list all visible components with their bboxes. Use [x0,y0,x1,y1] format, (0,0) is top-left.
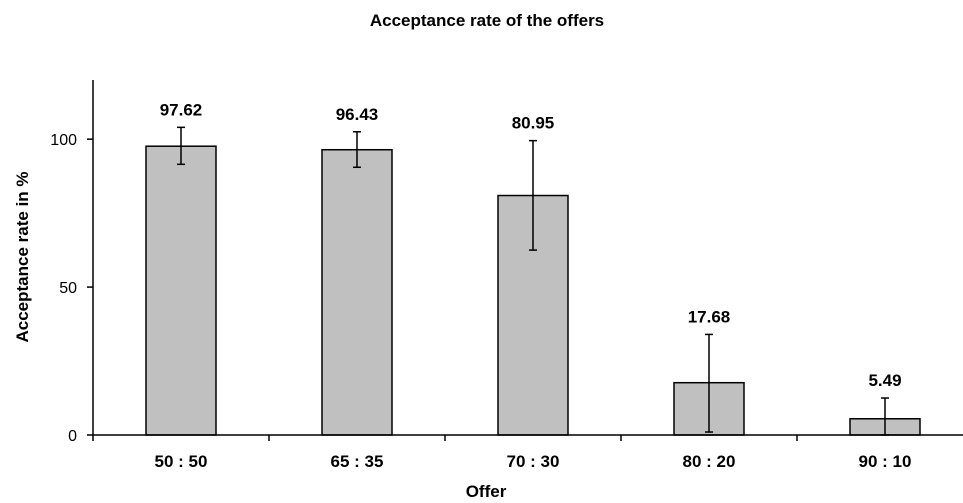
x-axis-label: Offer [466,482,507,501]
bar-0 [145,145,217,436]
error-bars-layer [177,126,889,436]
data-label-2: 80.95 [512,114,555,133]
x-tick-label-2: 70 : 30 [507,452,560,471]
data-label-0: 97.62 [160,100,203,119]
labels-layer: 97.62 50 : 50 96.43 65 : 35 80.95 70 : 30 17.6… [50,100,911,471]
y-tick-label-2: 100 [50,132,77,149]
x-tick-label-3: 80 : 20 [683,452,736,471]
bar-1 [321,148,393,436]
ticks-layer [87,138,798,441]
x-tick-label-1: 65 : 35 [331,452,384,471]
y-axis-label: Acceptance rate in % [13,171,32,342]
chart-title: Acceptance rate of the offers [370,11,604,30]
data-label-4: 5.49 [868,371,901,390]
x-tick-label-0: 50 : 50 [155,452,208,471]
y-tick-label-1: 50 [59,280,77,297]
data-label-1: 96.43 [336,105,379,124]
data-label-3: 17.68 [688,307,731,326]
y-tick-label-0: 0 [68,428,77,445]
x-tick-label-4: 90 : 10 [859,452,912,471]
